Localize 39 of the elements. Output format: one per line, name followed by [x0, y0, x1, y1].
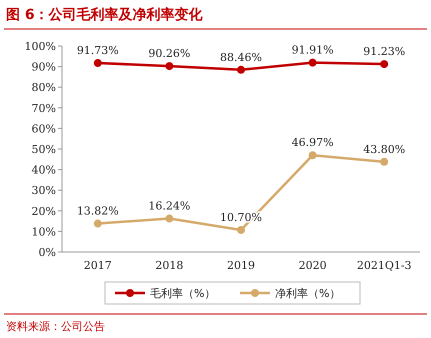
y-tick-label: 80%: [32, 81, 56, 94]
x-tick-label: 2021Q1-3: [356, 259, 412, 272]
y-tick-label: 50%: [32, 143, 56, 156]
point: [380, 158, 388, 166]
data-label: 16.24%: [148, 200, 190, 213]
x-tick-label: 2018: [155, 259, 184, 272]
point: [380, 60, 388, 68]
y-tick-label: 90%: [32, 60, 56, 74]
chart-title: 图 6：公司毛利率及净利率变化: [6, 6, 204, 23]
point: [94, 220, 102, 228]
y-tick-label: 40%: [32, 164, 56, 177]
data-label: 91.91%: [292, 44, 334, 57]
y-tick-label: 60%: [32, 122, 56, 136]
point: [308, 58, 317, 67]
y-tick-label: 20%: [32, 204, 56, 218]
x-tick-label: 2017: [84, 259, 112, 272]
data-label: 88.46%: [220, 50, 262, 64]
point: [237, 66, 245, 74]
x-tick-label: 2019: [227, 259, 255, 272]
data-label: 91.23%: [363, 45, 406, 58]
legend-label: 净利率（%）: [275, 287, 340, 300]
point: [165, 62, 174, 70]
y-tick-label: 0%: [38, 246, 56, 259]
y-tick-label: 100%: [24, 40, 56, 53]
point: [165, 214, 174, 223]
data-label: 90.26%: [148, 47, 190, 60]
legend-label: 毛利率（%）: [150, 287, 216, 300]
point: [308, 151, 317, 160]
data-label: 91.73%: [76, 44, 119, 58]
data-label: 46.97%: [292, 136, 334, 150]
y-tick-label: 70%: [32, 102, 56, 115]
y-tick-label: 30%: [32, 184, 56, 198]
point: [94, 59, 102, 68]
text: 资料来源：公司公告: [6, 320, 105, 333]
data-label: 13.82%: [76, 204, 119, 218]
point: [237, 226, 245, 234]
x-tick-label: 2020: [298, 259, 327, 272]
data-label: 43.80%: [363, 142, 406, 156]
y-tick-label: 10%: [32, 225, 56, 238]
